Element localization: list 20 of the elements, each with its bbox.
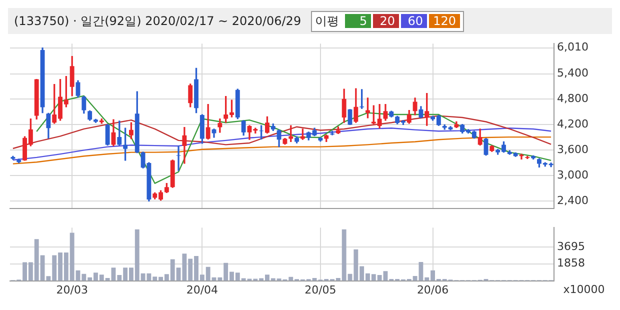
text: 60	[401, 14, 428, 28]
text: 5	[345, 14, 372, 28]
text: 120	[429, 14, 460, 28]
chart-title: (133750) · 일간(92일) 2020/02/17 ~ 2020/06/29	[14, 12, 302, 30]
y-tick-label: 4,800	[557, 92, 588, 106]
x-tick-label: 20/05	[304, 283, 336, 296]
y-tick-label: 1858	[557, 256, 585, 270]
text: 20	[373, 14, 400, 28]
y-tick-label: 4,200	[557, 118, 588, 131]
y-tick-label: 2,400	[557, 194, 588, 208]
legend-title: 이평	[315, 12, 340, 30]
y-tick-label: 6,010	[557, 40, 588, 54]
y-tick-label: 5,400	[557, 66, 588, 80]
y-tick-label: 3,600	[557, 143, 588, 156]
x-tick-label: 20/06	[416, 283, 449, 296]
y-tick-label: 3,000	[557, 168, 588, 182]
x-tick-label: 20/03	[56, 283, 88, 296]
y-tick-label: 3695	[557, 240, 585, 253]
x-tick-label: 20/04	[186, 283, 218, 296]
y-axis-title: x10000	[563, 283, 605, 296]
